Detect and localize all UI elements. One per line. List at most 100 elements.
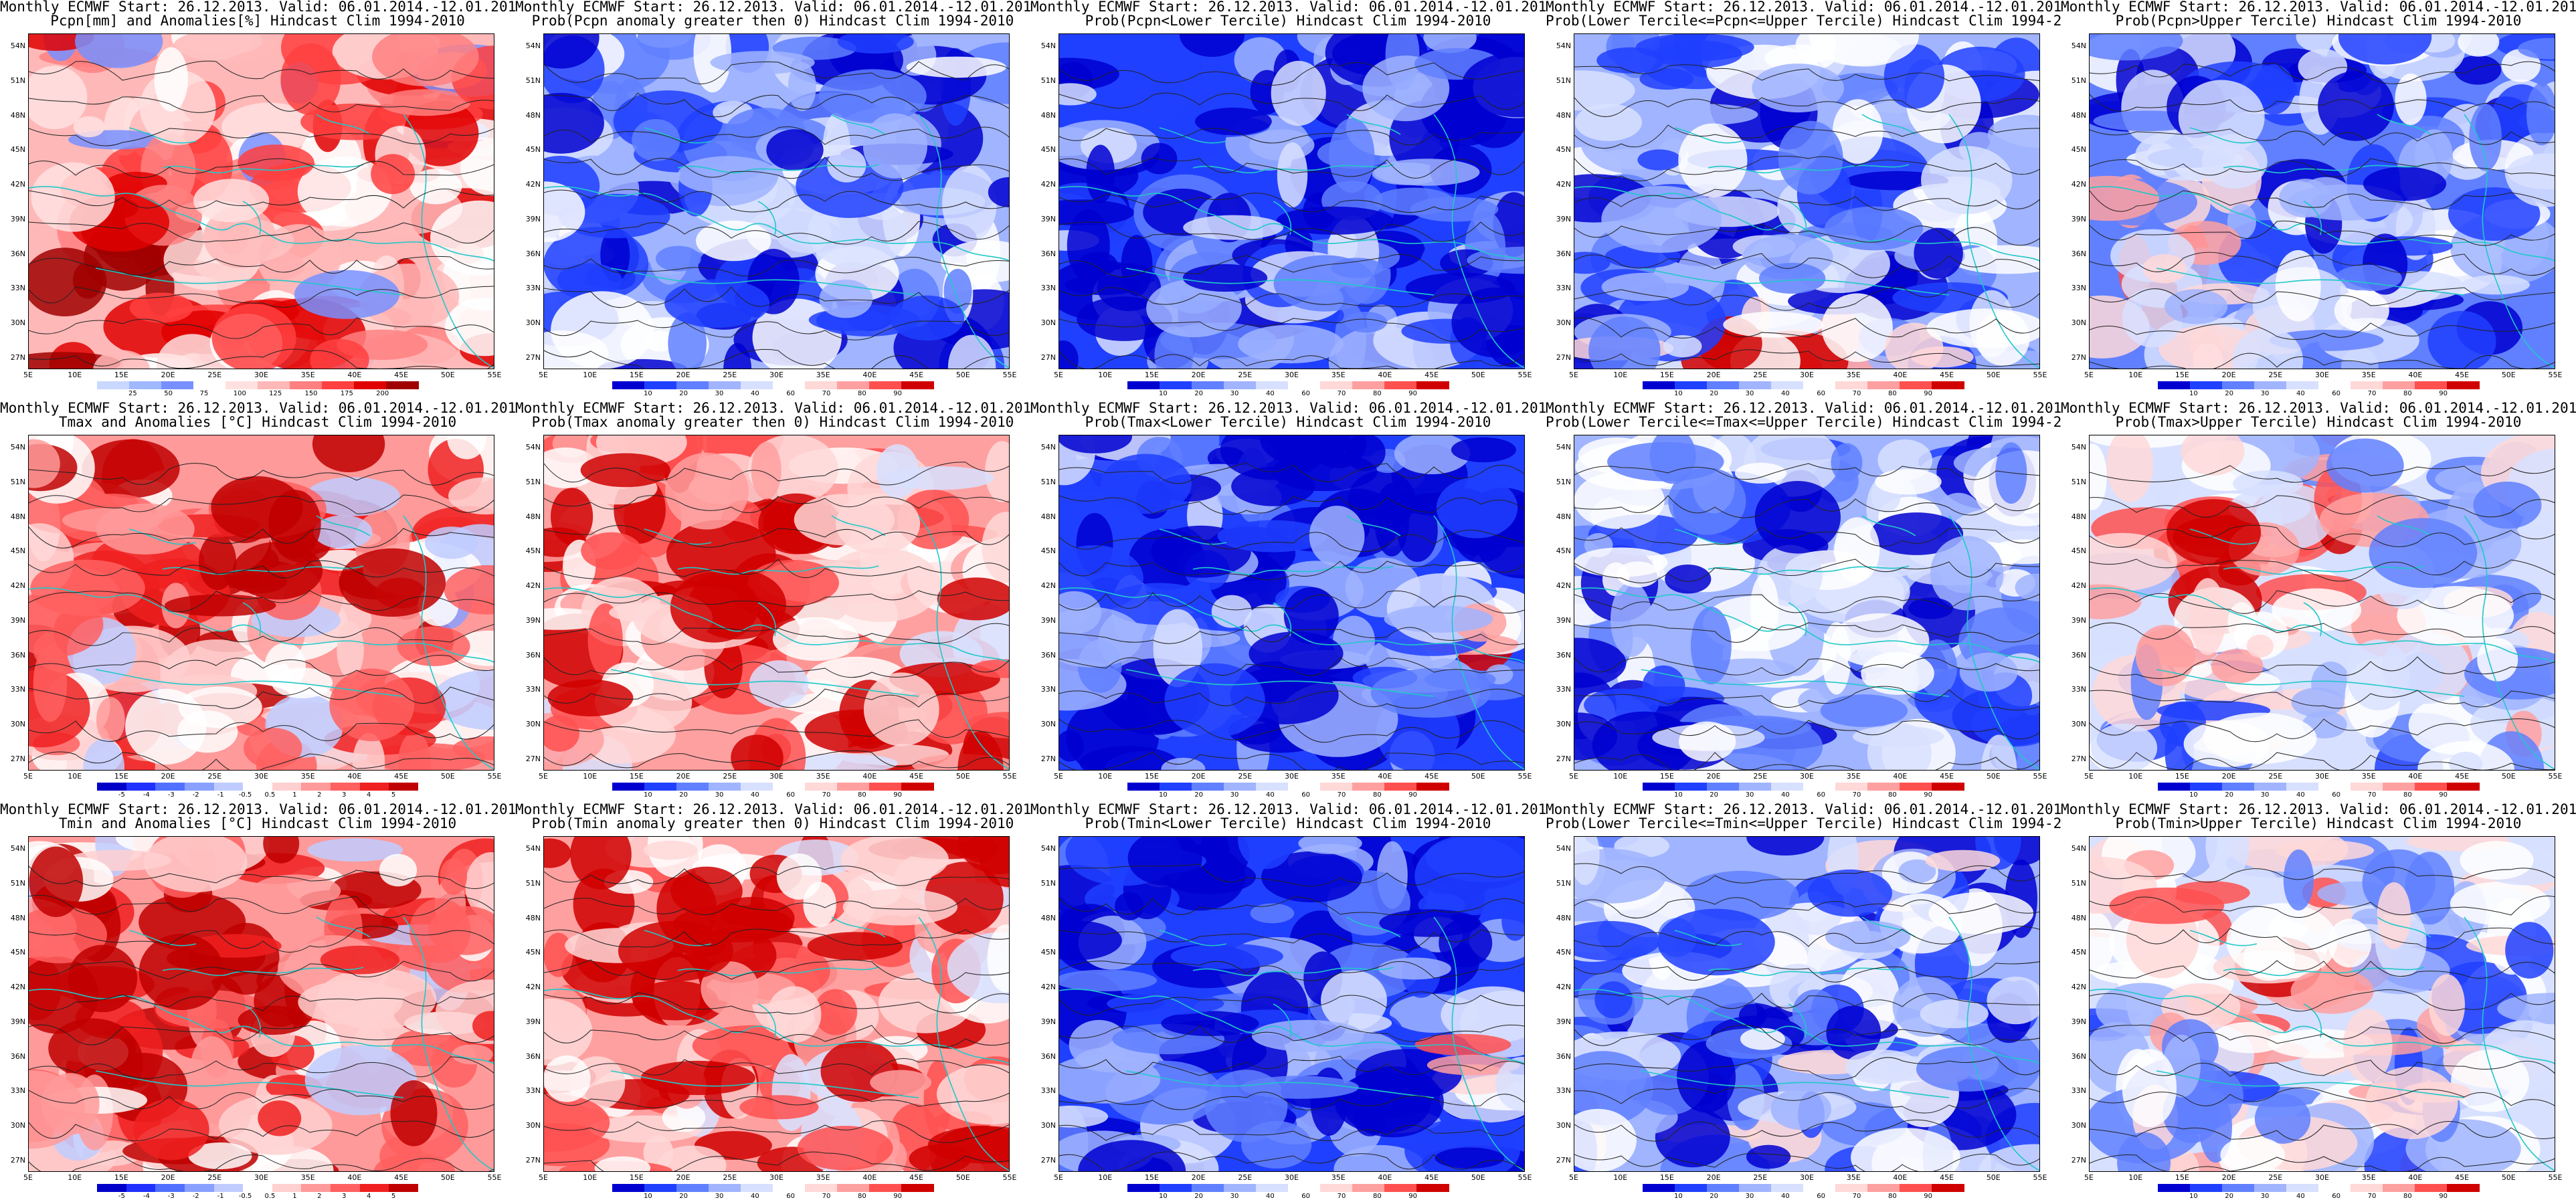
latitude-label: 51N bbox=[1040, 878, 1056, 888]
field-patch bbox=[398, 732, 431, 770]
longitude-label: 40E bbox=[862, 1173, 877, 1182]
panel-title-line2: Tmin and Anomalies [°C] Hindcast Clim 19… bbox=[58, 815, 457, 831]
longitude-label: 25E bbox=[207, 371, 222, 379]
colorbar-segment bbox=[1900, 1184, 1932, 1192]
colorbar-segment bbox=[773, 783, 806, 791]
contour-line bbox=[1574, 317, 2039, 338]
panel-title-line2: Prob(Lower Tercile<=Tmax<=Upper Tercile)… bbox=[1546, 414, 2061, 430]
field-patch bbox=[1276, 206, 1394, 235]
colorbar-tick-label: 60 bbox=[786, 390, 796, 397]
field-patch bbox=[447, 435, 486, 460]
field-patch bbox=[909, 1144, 972, 1171]
colorbar-segment bbox=[1160, 381, 1192, 389]
latitude-label: 42N bbox=[1556, 581, 1571, 591]
field-patch bbox=[1067, 209, 1110, 282]
contour-line bbox=[29, 95, 494, 113]
panel-title-line2: Prob(Tmin>Upper Tercile) Hindcast Clim 1… bbox=[2115, 815, 2522, 831]
longitude-label: 5E bbox=[1569, 772, 1578, 781]
colorbar-tick-label: 30 bbox=[1745, 791, 1754, 799]
colorbar-segment bbox=[272, 1184, 302, 1192]
latitude-label: 54N bbox=[1040, 41, 1056, 50]
colorbar-segment bbox=[129, 381, 162, 389]
longitude-label: 55E bbox=[2033, 371, 2047, 379]
field-patch bbox=[2318, 71, 2394, 141]
field-patch bbox=[1601, 185, 1722, 253]
field-patch bbox=[2507, 153, 2555, 190]
field-patch bbox=[2517, 37, 2555, 60]
colorbar-tick-label: 40 bbox=[1265, 390, 1275, 397]
colorbar-segment bbox=[386, 381, 419, 389]
field-patch bbox=[581, 532, 642, 570]
map-field bbox=[1574, 33, 2040, 369]
coastline bbox=[29, 114, 494, 369]
field-patch bbox=[665, 452, 749, 530]
field-patch bbox=[1327, 228, 1358, 262]
longitude-label: 5E bbox=[1569, 1173, 1578, 1182]
latitude-label: 30N bbox=[1556, 318, 1571, 328]
field-patch bbox=[2090, 584, 2142, 619]
longitude-label: 50E bbox=[955, 1173, 970, 1182]
contour-line bbox=[544, 92, 1009, 118]
colorbar-tick-label: 10 bbox=[1673, 1193, 1683, 1200]
panel-title-line2: Prob(Lower Tercile<=Tmin<=Upper Tercile)… bbox=[1546, 815, 2061, 831]
latitude-label: 42N bbox=[1040, 180, 1056, 189]
field-patch bbox=[1928, 892, 2034, 934]
longitude-label: 35E bbox=[300, 1173, 315, 1182]
colorbar-segment bbox=[97, 783, 127, 791]
longitude-label: 30E bbox=[2315, 1173, 2329, 1182]
colorbar-segment bbox=[773, 1184, 806, 1192]
panel-title-line2: Prob(Pcpn>Upper Tercile) Hindcast Clim 1… bbox=[2115, 13, 2522, 29]
coastline bbox=[544, 114, 1009, 369]
colorbar-tick-label: 4 bbox=[366, 791, 371, 799]
panel-title-line1: Monthly ECMWF Start: 26.12.2013. Valid: … bbox=[515, 0, 1030, 15]
colorbar-tick-label: 1 bbox=[292, 791, 297, 799]
colorbar-segment bbox=[1256, 783, 1289, 791]
longitude-label: 55E bbox=[2548, 1173, 2563, 1182]
panel-title-line2: Prob(Tmax<Lower Tercile) Hindcast Clim 1… bbox=[1085, 414, 1491, 430]
panel-title-line2: Tmax and Anomalies [°C] Hindcast Clim 19… bbox=[58, 414, 457, 430]
longitude-label: 30E bbox=[769, 772, 784, 781]
field-patch bbox=[1237, 837, 1295, 870]
contour-line bbox=[1574, 349, 2039, 367]
colorbar bbox=[2158, 381, 2480, 389]
longitude-label: 25E bbox=[2268, 772, 2283, 781]
longitude-label: 15E bbox=[629, 772, 644, 781]
latitude-label: 27N bbox=[1556, 755, 1571, 763]
colorbar bbox=[1127, 381, 1449, 389]
latitude-label: 45N bbox=[525, 145, 541, 155]
colorbar-segment bbox=[243, 1184, 273, 1192]
colorbar-segment bbox=[1288, 783, 1321, 791]
contour-line bbox=[1574, 223, 2039, 246]
field-patch bbox=[1637, 149, 1681, 171]
latitude-label: 42N bbox=[1040, 983, 1056, 992]
field-patch bbox=[1574, 637, 1627, 688]
field-patch bbox=[2395, 73, 2427, 125]
field-patch bbox=[329, 668, 415, 742]
latitude-label: 42N bbox=[1556, 983, 1571, 992]
panel-title-line2: Pcpn[mm] and Anomalies[%] Hindcast Clim … bbox=[50, 13, 465, 29]
field-patch bbox=[668, 312, 707, 369]
field-patch bbox=[1851, 1128, 1960, 1171]
field-patch bbox=[1921, 146, 2013, 215]
field-patch bbox=[1179, 34, 1245, 57]
longitude-label: 20E bbox=[161, 772, 175, 781]
field-patch bbox=[2448, 187, 2541, 241]
colorbar-segment bbox=[389, 783, 419, 791]
colorbar-segment bbox=[1900, 381, 1932, 389]
latitude-label: 36N bbox=[2071, 249, 2086, 258]
colorbar-segment bbox=[155, 783, 185, 791]
field-patch bbox=[1981, 734, 2017, 770]
colorbar-segment bbox=[1803, 381, 1836, 389]
longitude-label: 25E bbox=[723, 1173, 737, 1182]
field-patch bbox=[2469, 104, 2502, 171]
colorbar-segment bbox=[1224, 1184, 1257, 1192]
field-patch bbox=[280, 43, 341, 115]
colorbar-segment bbox=[773, 381, 806, 389]
longitude-label: 20E bbox=[1191, 772, 1206, 781]
field-patch bbox=[173, 34, 277, 63]
latitude-label: 39N bbox=[1556, 214, 1571, 223]
field-patch bbox=[964, 837, 997, 863]
colorbar-tick-label: 10 bbox=[1158, 390, 1168, 397]
colorbar-tick-label: 10 bbox=[2189, 791, 2198, 799]
contour-line bbox=[1059, 929, 1524, 951]
